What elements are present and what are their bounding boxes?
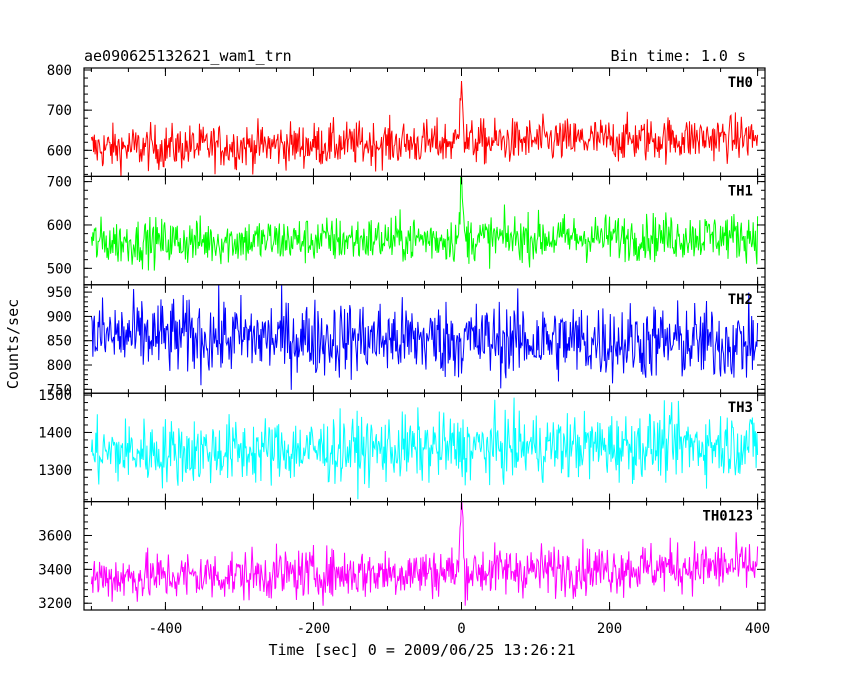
panel-label-th0123: TH0123 (702, 509, 753, 525)
panel-label-th2: TH2 (728, 292, 753, 308)
x-tick-label: 400 (745, 621, 770, 637)
x-tick-label: 200 (597, 621, 622, 637)
series-line-th0123 (90, 501, 759, 606)
y-tick-label: 950 (47, 285, 72, 301)
y-tick-label: 1400 (38, 425, 72, 441)
y-tick-label: 800 (47, 358, 72, 374)
y-tick-label: 3600 (38, 528, 72, 544)
x-axis-label: Time [sec] 0 = 2009/06/25 13:26:21 (268, 641, 575, 659)
y-tick-label: 1300 (38, 463, 72, 479)
x-tick-label: 0 (457, 621, 465, 637)
series-line-th0 (90, 81, 759, 177)
y-tick-label: 750 (47, 382, 72, 398)
bin-time-label: Bin time: 1.0 s (611, 47, 746, 65)
x-tick-label: -400 (149, 621, 183, 637)
panel-label-th0: TH0 (728, 75, 753, 91)
y-tick-label: 800 (47, 63, 72, 79)
y-tick-label: 3200 (38, 596, 72, 612)
series-line-th2 (90, 284, 759, 390)
panel-label-th3: TH3 (728, 400, 753, 416)
y-tick-label: 500 (47, 261, 72, 277)
panel-label-th1: TH1 (728, 183, 753, 199)
y-axis-label: Counts/sec (4, 299, 22, 389)
y-tick-label: 850 (47, 334, 72, 350)
series-line-th1 (90, 176, 759, 271)
y-tick-label: 600 (47, 143, 72, 159)
panel-frame-th0123 (83, 501, 766, 611)
panel-frame-th0 (83, 67, 766, 178)
x-tick-label: -200 (297, 621, 331, 637)
y-tick-label: 900 (47, 309, 72, 325)
y-tick-label: 600 (47, 218, 72, 234)
y-tick-label: 700 (47, 175, 72, 191)
chart-title: ae090625132621_wam1_trn (84, 47, 292, 65)
series-line-th3 (90, 397, 759, 500)
y-tick-label: 1500 (38, 388, 72, 404)
y-tick-label: 3400 (38, 562, 72, 578)
y-tick-label: 700 (47, 103, 72, 119)
